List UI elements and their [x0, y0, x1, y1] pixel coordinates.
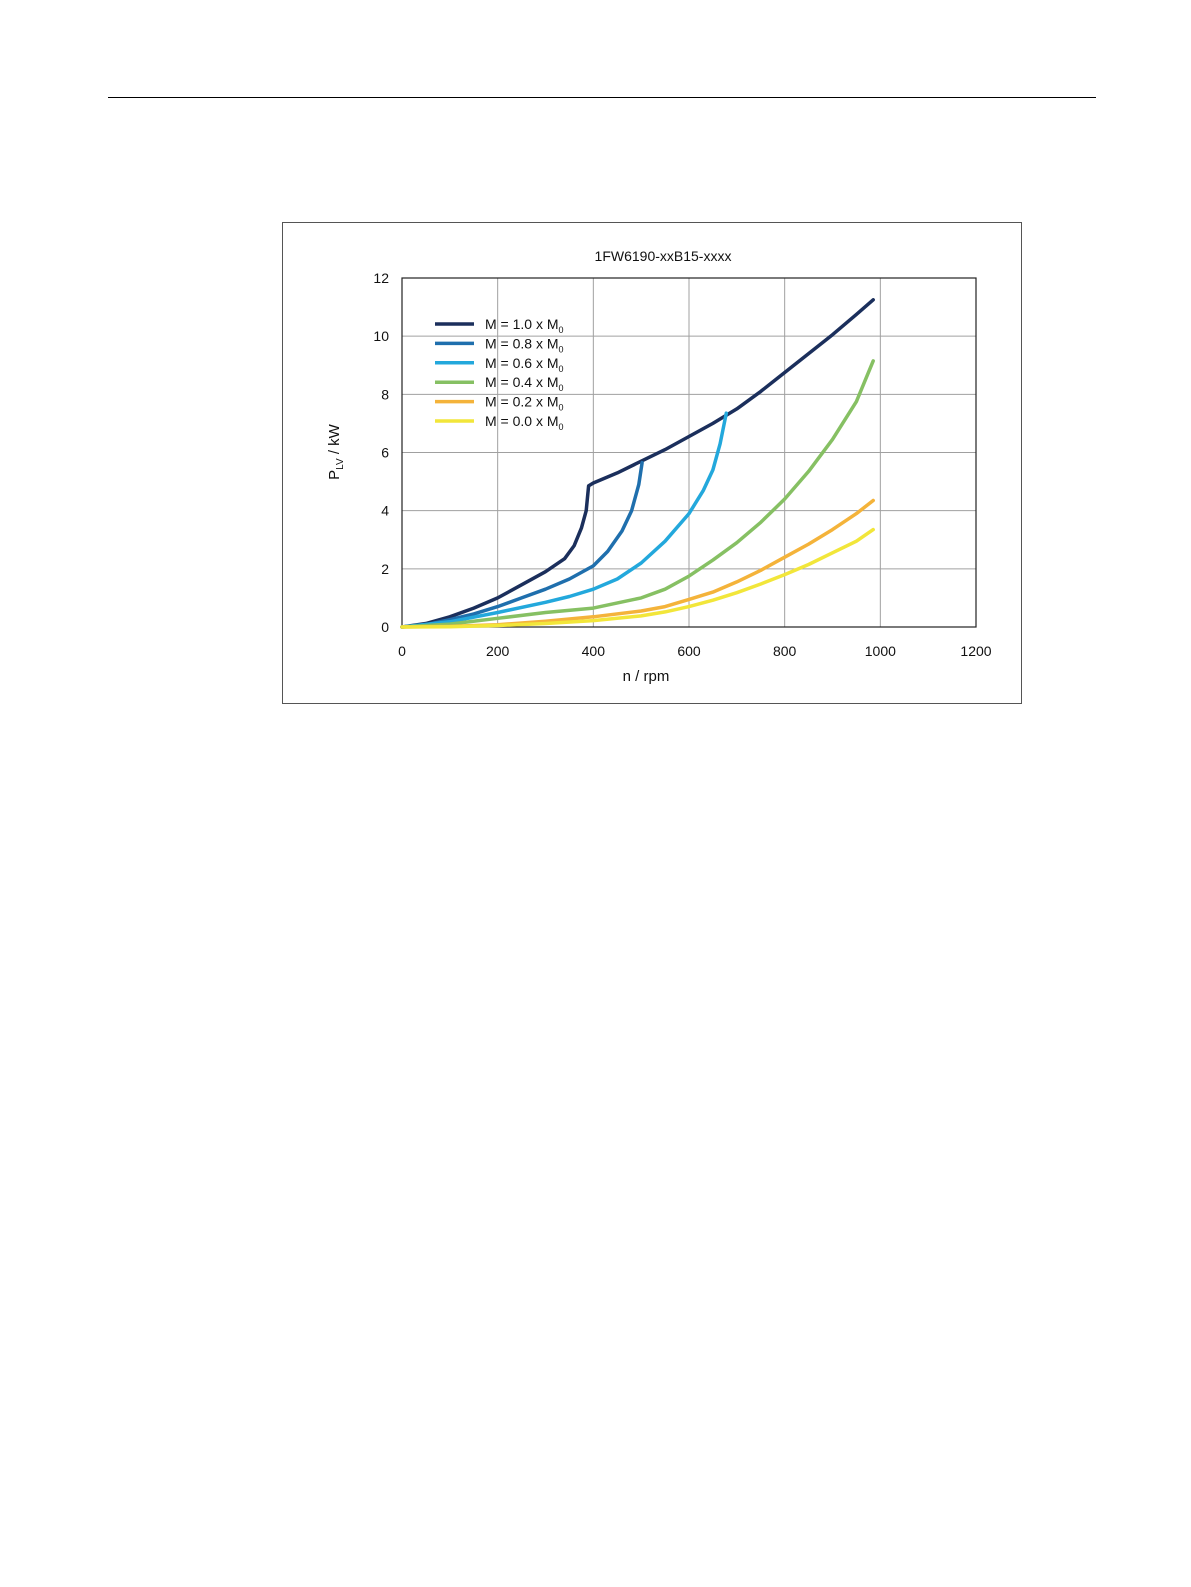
- series-lines: [400, 298, 875, 629]
- legend-label-main: M = 0.2 x M: [485, 394, 559, 410]
- series-line-1: [400, 298, 875, 629]
- legend-label-3: M = 0.6 x M0: [485, 355, 564, 374]
- legend-label-main: M = 0.6 x M: [485, 355, 559, 371]
- y-tick-label: 2: [381, 561, 389, 577]
- series-line-4: [400, 359, 875, 629]
- tick-labels: 0 200 400 600 800 1000 1200 0 2 4 6 8 10 12: [373, 270, 991, 659]
- y-axis-label: PLV / kW: [326, 423, 346, 480]
- y-tick-label: 8: [381, 386, 389, 402]
- legend-label-6: M = 0.0 x M0: [485, 413, 564, 432]
- header-rule: [108, 97, 1096, 98]
- legend-label-main: M = 0.4 x M: [485, 374, 559, 390]
- legend-label-sub: 0: [559, 325, 564, 335]
- y-tick-label: 0: [381, 619, 389, 635]
- x-tick-label: 1200: [960, 643, 991, 659]
- legend-label-main: M = 0.8 x M: [485, 335, 559, 351]
- x-tick-label: 0: [398, 643, 406, 659]
- y-tick-label: 12: [373, 270, 389, 286]
- y-axis-label-sub: LV: [335, 458, 346, 470]
- x-axis-label: n / rpm: [623, 668, 670, 685]
- legend-label-1: M = 1.0 x M0: [485, 316, 564, 335]
- grid-lines: [402, 278, 976, 627]
- legend-label-sub: 0: [559, 364, 564, 374]
- y-axis-label-unit: / kW: [326, 423, 343, 458]
- legend-label-sub: 0: [559, 403, 564, 413]
- y-tick-label: 10: [373, 328, 389, 344]
- legend-label-sub: 0: [559, 422, 564, 432]
- y-tick-label: 6: [381, 445, 389, 461]
- legend: M = 1.0 x M0M = 0.8 x M0M = 0.6 x M0M = …: [435, 316, 564, 432]
- legend-label-main: M = 1.0 x M: [485, 316, 559, 332]
- legend-label-2: M = 0.8 x M0: [485, 335, 564, 354]
- plot-border: [401, 277, 977, 628]
- series-line-6: [400, 527, 875, 629]
- y-tick-label: 4: [381, 503, 389, 519]
- legend-label-4: M = 0.4 x M0: [485, 374, 564, 393]
- x-tick-label: 1000: [865, 643, 896, 659]
- x-tick-label: 200: [486, 643, 510, 659]
- chart-frame: 0 200 400 600 800 1000 1200 0 2 4 6 8 10 12 M = 1.0 x…: [282, 222, 1022, 704]
- y-axis-label-main: P: [326, 470, 343, 480]
- x-tick-label: 800: [773, 643, 797, 659]
- legend-label-5: M = 0.2 x M0: [485, 394, 564, 413]
- legend-label-sub: 0: [559, 344, 564, 354]
- series-line-2: [400, 460, 644, 629]
- legend-label-sub: 0: [559, 383, 564, 393]
- x-tick-label: 400: [582, 643, 606, 659]
- chart-title: 1FW6190-xxB15-xxxx: [595, 248, 732, 264]
- legend-label-main: M = 0.0 x M: [485, 413, 559, 429]
- x-tick-label: 600: [677, 643, 701, 659]
- loss-power-chart: 0 200 400 600 800 1000 1200 0 2 4 6 8 10 12 M = 1.0 x…: [326, 248, 992, 685]
- series-line-3: [400, 411, 729, 629]
